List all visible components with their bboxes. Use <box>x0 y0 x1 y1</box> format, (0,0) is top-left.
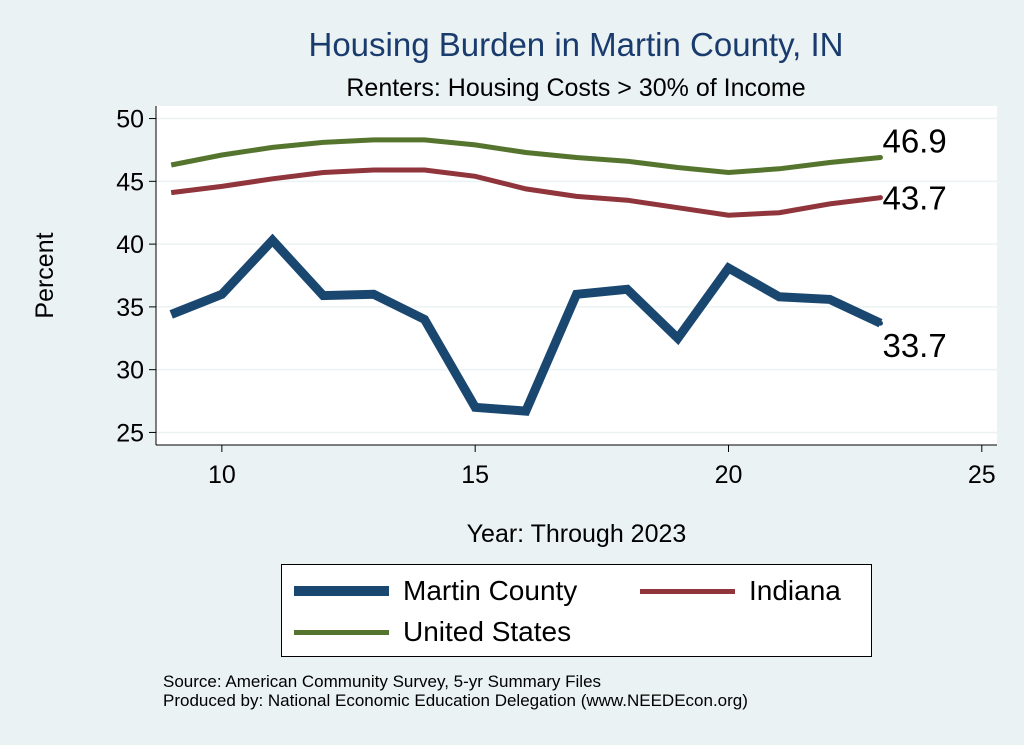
plot-area <box>156 106 997 445</box>
chart-title: Housing Burden in Martin County, IN <box>308 26 844 63</box>
end-label-indiana: 43.7 <box>882 180 946 217</box>
x-tick-label-25: 25 <box>968 461 996 489</box>
source-line: Source: American Community Survey, 5-yr … <box>163 672 602 691</box>
legend-swatch-united-states <box>294 629 389 635</box>
series-end-point-indiana <box>877 195 883 201</box>
y-tick-label-40: 40 <box>116 231 144 259</box>
source-note: Source: American Community Survey, 5-yr … <box>163 672 748 710</box>
end-label-united-states: 46.9 <box>882 122 946 159</box>
x-tick-label-15: 15 <box>461 461 489 489</box>
y-axis-title: Percent <box>31 232 59 318</box>
legend-item-united-states: United States <box>294 616 571 648</box>
line-chart: 25 30 35 40 45 50 10 15 20 25 Percent Year: Through… <box>31 106 997 548</box>
legend-label-indiana: Indiana <box>749 575 841 606</box>
y-tick-label-25: 25 <box>116 419 144 447</box>
series-end-point-united-states <box>877 154 883 160</box>
legend-label-united-states: United States <box>403 616 572 647</box>
x-tick-label-20: 20 <box>715 461 743 489</box>
y-tick-label-50: 50 <box>116 106 144 134</box>
legend-swatch-martin-county <box>294 586 389 596</box>
legend-swatch-indiana <box>640 588 735 594</box>
y-tick-label-35: 35 <box>116 294 144 322</box>
y-tick-label-30: 30 <box>116 357 144 385</box>
series-end-point-martin-county <box>877 320 883 326</box>
producer-line: Produced by: National Economic Education… <box>163 691 748 710</box>
series-line-united-states <box>170 137 881 176</box>
x-axis-title: Year: Through 2023 <box>467 520 687 548</box>
legend-label-martin-county: Martin County <box>403 575 578 606</box>
legend: Martin County Indiana United States <box>281 564 872 657</box>
series-line-indiana <box>170 167 881 218</box>
series-line-martin-county <box>169 233 883 416</box>
y-tick-label-45: 45 <box>116 168 144 196</box>
legend-item-martin-county: Martin County <box>294 575 577 607</box>
legend-item-indiana: Indiana <box>640 575 841 607</box>
x-tick-label-10: 10 <box>208 461 236 489</box>
end-label-martin-county: 33.7 <box>882 327 946 364</box>
chart-subtitle: Renters: Housing Costs > 30% of Income <box>346 74 806 102</box>
